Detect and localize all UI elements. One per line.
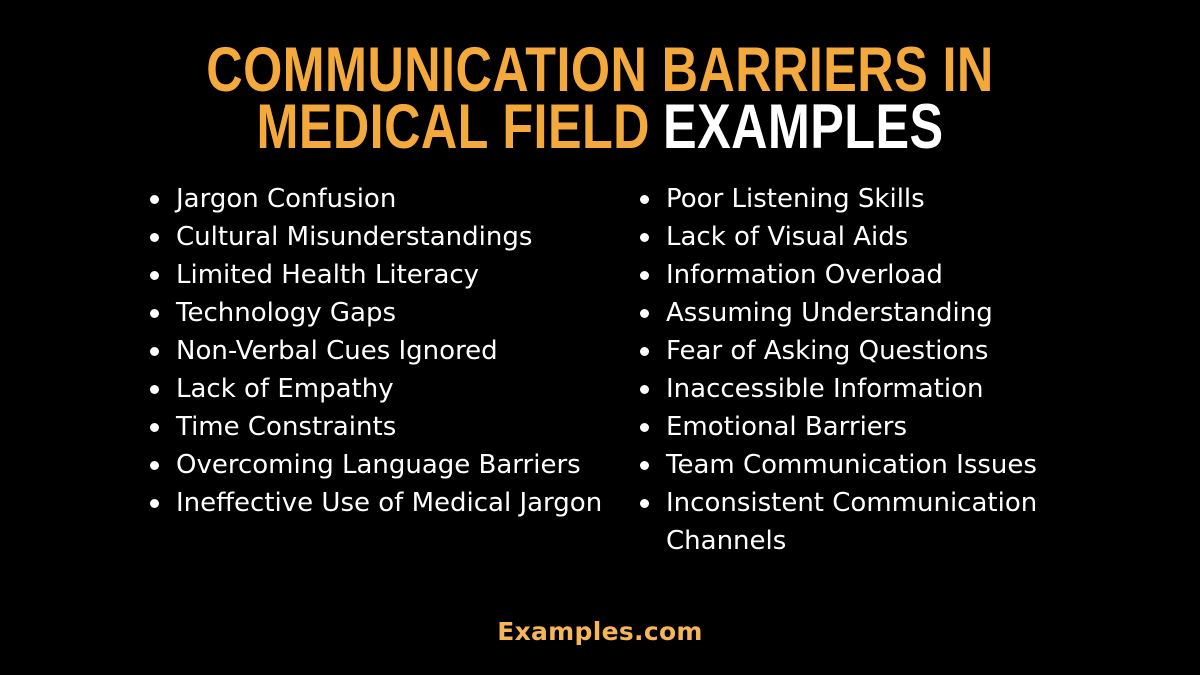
list-item-label: Team Communication Issues (666, 450, 1037, 480)
list-item-label: Information Overload (666, 260, 943, 290)
title-line2-emphasis: EXAMPLES (663, 92, 944, 162)
list-item: Fear of Asking Questions (640, 332, 1130, 370)
bullet-icon (640, 271, 649, 280)
list-item: Assuming Understanding (640, 294, 1130, 332)
list-item-label: Lack of Visual Aids (666, 222, 909, 252)
list-item-label: Assuming Understanding (666, 298, 993, 328)
list-item-label: Time Constraints (176, 412, 397, 442)
bullet-icon (640, 309, 649, 318)
bullet-icon (640, 347, 649, 356)
list-item: Emotional Barriers (640, 408, 1130, 446)
barriers-lists: Jargon Confusion Cultural Misunderstandi… (150, 180, 1130, 560)
bullet-icon (150, 309, 159, 318)
list-item-label: Lack of Empathy (176, 374, 394, 404)
list-item: Team Communication Issues (640, 446, 1130, 484)
list-item: Time Constraints (150, 408, 640, 446)
title-line-2: MEDICAL FIELD EXAMPLES (120, 96, 1080, 159)
bullet-icon (640, 423, 649, 432)
list-item: Non-Verbal Cues Ignored (150, 332, 640, 370)
barriers-column-right: Poor Listening Skills Lack of Visual Aid… (640, 180, 1130, 560)
list-item-label: Poor Listening Skills (666, 184, 925, 214)
bullet-icon (640, 195, 649, 204)
bullet-icon (150, 233, 159, 242)
bullet-icon (150, 499, 159, 508)
list-item-label: Emotional Barriers (666, 412, 908, 442)
list-item: Cultural Misunderstandings (150, 218, 640, 256)
title-line2-highlight: MEDICAL FIELD (256, 92, 650, 162)
list-item-label: Non-Verbal Cues Ignored (176, 336, 498, 366)
list-item: Inaccessible Information (640, 370, 1130, 408)
list-item-label: Inaccessible Information (666, 374, 984, 404)
list-item-label: Ineffective Use of Medical Jargon (176, 488, 603, 518)
bullet-icon (150, 423, 159, 432)
bullet-icon (640, 461, 649, 470)
list-item-label: Jargon Confusion (176, 184, 397, 214)
bullet-icon (150, 385, 159, 394)
list-item: Lack of Visual Aids (640, 218, 1130, 256)
list-item: Poor Listening Skills (640, 180, 1130, 218)
bullet-icon (640, 385, 649, 394)
list-item: Technology Gaps (150, 294, 640, 332)
brand-text: Examples.com (497, 617, 703, 646)
bullet-icon (150, 195, 159, 204)
list-item: Inconsistent Communication Channels (640, 484, 1130, 560)
list-item-label: Limited Health Literacy (176, 260, 480, 290)
page-title: COMMUNICATION BARRIERS IN MEDICAL FIELD E… (0, 35, 1200, 159)
list-item: Ineffective Use of Medical Jargon (150, 484, 640, 522)
title-line-1: COMMUNICATION BARRIERS IN (206, 35, 994, 105)
bullet-icon (640, 233, 649, 242)
list-item: Overcoming Language Barriers (150, 446, 640, 484)
list-item: Information Overload (640, 256, 1130, 294)
list-item: Lack of Empathy (150, 370, 640, 408)
list-item: Limited Health Literacy (150, 256, 640, 294)
list-item-label: Technology Gaps (176, 298, 397, 328)
list-item-label: Cultural Misunderstandings (176, 222, 533, 252)
bullet-icon (150, 461, 159, 470)
bullet-icon (150, 271, 159, 280)
bullet-icon (150, 347, 159, 356)
footer: Examples.com (0, 617, 1200, 646)
list-item-label: Fear of Asking Questions (666, 336, 989, 366)
list-item-label: Inconsistent Communication Channels (666, 488, 1038, 556)
bullet-icon (640, 499, 649, 508)
list-item-label: Overcoming Language Barriers (176, 450, 581, 480)
barriers-column-left: Jargon Confusion Cultural Misunderstandi… (150, 180, 640, 560)
list-item: Jargon Confusion (150, 180, 640, 218)
